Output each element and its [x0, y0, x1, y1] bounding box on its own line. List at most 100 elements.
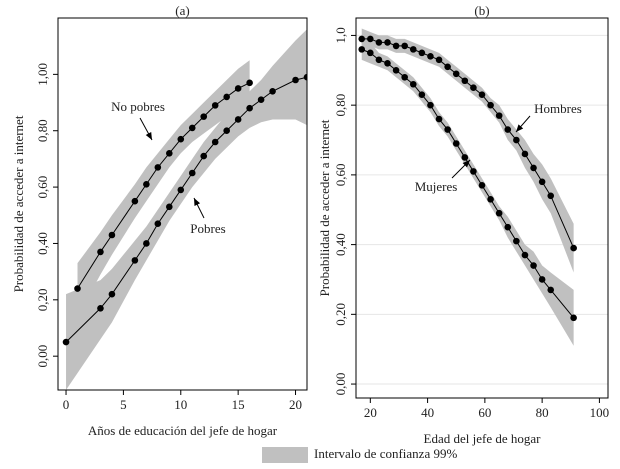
point — [131, 257, 139, 264]
y-tick-label: 1,00 — [35, 63, 50, 86]
point — [487, 195, 494, 203]
x-tick-label: 20 — [289, 397, 302, 412]
point — [367, 35, 374, 43]
point — [530, 262, 537, 269]
arrow-head — [194, 198, 201, 206]
confidence-band — [361, 28, 574, 273]
series-label: Pobres — [190, 221, 225, 236]
arrow-head — [145, 132, 152, 140]
point — [177, 135, 185, 143]
y-tick-label: 0,40 — [333, 233, 348, 256]
point — [367, 49, 374, 57]
point — [427, 101, 434, 109]
y-axis-title: Probabilidad de acceder a internet — [317, 119, 332, 296]
point — [154, 220, 162, 228]
point — [401, 73, 408, 81]
point — [392, 66, 400, 74]
arrow-head — [516, 124, 524, 132]
x-tick-label: 80 — [536, 405, 549, 420]
point — [166, 149, 173, 157]
point — [435, 115, 443, 123]
point — [257, 96, 265, 104]
point — [246, 104, 253, 112]
point — [538, 276, 546, 283]
point — [435, 56, 443, 64]
series-label: Hombres — [534, 101, 582, 116]
confidence-band — [77, 60, 250, 317]
y-tick-label: 0,60 — [35, 176, 50, 199]
x-tick-label: 15 — [232, 397, 245, 412]
y-tick-label: 0,80 — [35, 119, 50, 142]
point — [211, 138, 219, 146]
point — [143, 180, 150, 188]
point — [444, 63, 451, 71]
point — [495, 209, 503, 217]
point — [108, 231, 116, 239]
point — [384, 39, 391, 46]
arrow-head — [462, 160, 470, 168]
point — [478, 91, 486, 98]
point — [495, 112, 503, 119]
point — [384, 60, 391, 67]
x-axis-title: Edad del jefe de hogar — [424, 431, 542, 446]
x-tick-label: 20 — [364, 405, 377, 420]
point — [188, 124, 196, 132]
point — [177, 186, 185, 194]
point — [223, 127, 230, 135]
point — [538, 178, 546, 186]
point — [470, 84, 477, 92]
point — [143, 240, 150, 247]
point — [570, 314, 577, 322]
legend-label: Intervalo de confianza 99% — [314, 446, 457, 461]
point — [200, 152, 208, 160]
point — [74, 285, 81, 292]
point — [427, 53, 434, 60]
point — [303, 73, 307, 81]
point — [154, 164, 162, 171]
y-tick-label: 0,20 — [333, 303, 348, 326]
y-tick-label: 1,0 — [333, 27, 348, 43]
x-tick-label: 5 — [120, 397, 127, 412]
point — [470, 168, 477, 175]
plot-frame — [57, 17, 308, 391]
point — [521, 251, 529, 259]
point — [570, 244, 577, 252]
y-tick-label: 0,20 — [35, 288, 50, 311]
series-label: Mujeres — [415, 179, 458, 194]
point — [409, 80, 417, 88]
point — [461, 77, 469, 85]
point — [452, 140, 460, 147]
panel-title: (a) — [175, 3, 189, 18]
point — [211, 102, 219, 109]
point — [461, 154, 469, 161]
y-tick-label: 0,60 — [333, 164, 348, 187]
y-tick-label: 0,40 — [35, 232, 50, 255]
x-tick-label: 60 — [478, 405, 491, 420]
series-label: No pobres — [111, 99, 165, 114]
point — [358, 46, 366, 53]
point — [131, 197, 139, 205]
point — [452, 70, 460, 78]
point — [188, 169, 196, 177]
point — [504, 223, 512, 231]
point — [409, 46, 417, 53]
point — [418, 49, 426, 57]
legend-swatch — [262, 447, 308, 463]
point — [401, 42, 408, 50]
point — [358, 35, 366, 43]
point — [521, 150, 529, 158]
point — [478, 182, 486, 189]
point — [418, 91, 426, 98]
point — [487, 101, 494, 109]
point — [504, 126, 512, 133]
y-axis-title: Probabilidad de acceder a internet — [11, 115, 26, 292]
x-tick-label: 40 — [421, 405, 434, 420]
point — [269, 87, 276, 95]
point — [444, 126, 451, 133]
point — [375, 56, 383, 64]
panel-title: (b) — [474, 3, 489, 18]
point — [513, 136, 520, 144]
x-tick-label: 100 — [590, 405, 610, 420]
